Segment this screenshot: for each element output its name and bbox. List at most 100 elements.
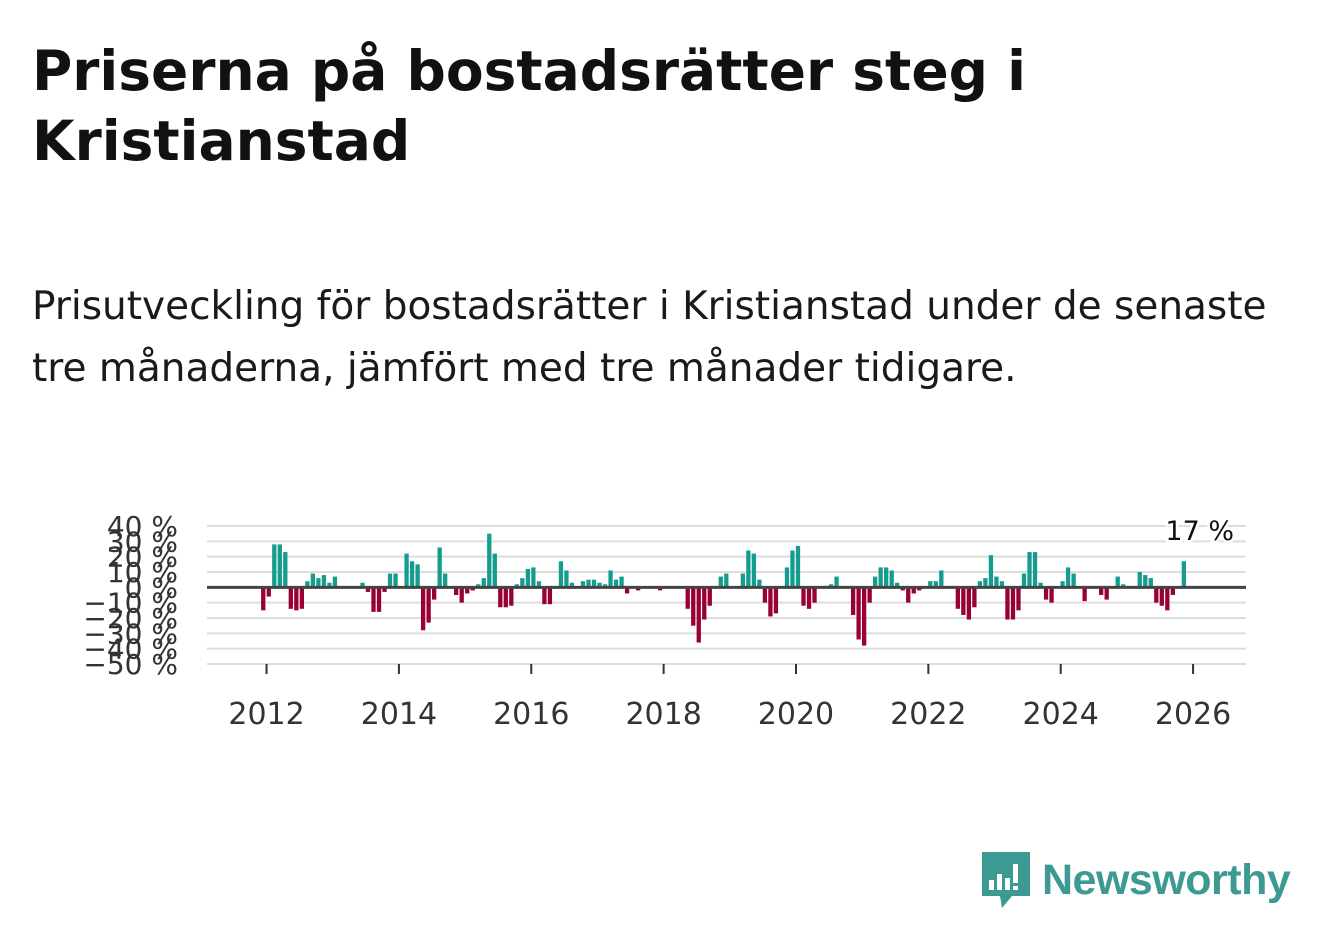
bar [867, 587, 872, 603]
bar [277, 544, 282, 588]
bar [988, 555, 994, 588]
y-tick-label: 20 % [107, 541, 178, 574]
bar [569, 582, 575, 588]
bar [536, 581, 542, 588]
bar [1071, 573, 1076, 588]
bar [784, 567, 790, 588]
bar [476, 584, 481, 588]
bar [1049, 587, 1054, 603]
bar [624, 587, 630, 594]
bar [1148, 578, 1153, 588]
bar [1170, 587, 1175, 595]
bar [332, 576, 338, 588]
y-tick-label: 10 % [107, 556, 178, 589]
bar [1115, 576, 1120, 588]
bar [1099, 587, 1104, 595]
bar [762, 587, 768, 603]
bar [520, 578, 525, 588]
bar [454, 587, 459, 595]
bar [514, 584, 519, 588]
bar [371, 587, 376, 612]
bar [1143, 575, 1148, 588]
bar [906, 587, 911, 603]
x-tick-label: 2022 [890, 697, 966, 732]
bar [1104, 587, 1109, 600]
bar [828, 584, 834, 588]
bar [790, 550, 795, 588]
bar [404, 553, 409, 588]
bar [431, 587, 437, 600]
bar [873, 576, 878, 588]
bar [685, 587, 690, 609]
bar [751, 553, 757, 588]
bar [591, 579, 597, 588]
bar [994, 576, 999, 588]
bar [465, 587, 470, 594]
bar [1165, 587, 1170, 611]
bar [1137, 572, 1142, 588]
bar [917, 587, 922, 591]
bar [360, 582, 365, 588]
bar [1121, 584, 1126, 588]
bar [619, 576, 624, 588]
bar [928, 581, 933, 588]
price-change-chart: 40 %30 %20 %10 %0 %−10 %−20 %−30 %−40 %−… [83, 510, 1246, 732]
bar [977, 581, 983, 588]
bar [542, 587, 547, 605]
bar [1005, 587, 1010, 620]
bar [850, 587, 856, 615]
bar [1038, 582, 1043, 588]
bar [768, 587, 773, 617]
bar [525, 568, 531, 588]
bar [415, 564, 420, 588]
bar [321, 575, 327, 588]
page-subtitle: Prisutveckling för bostadsrätter i Krist… [32, 284, 1267, 391]
bar [580, 581, 586, 588]
bar [558, 561, 564, 588]
bar [707, 587, 712, 606]
bar [702, 587, 707, 620]
bar [1060, 581, 1065, 588]
bar [878, 567, 883, 588]
bar [305, 581, 310, 588]
bar [983, 578, 988, 588]
y-axis-labels: 40 %30 %20 %10 %0 %−10 %−20 %−30 %−40 %−… [83, 510, 178, 681]
y-tick-label: 40 % [107, 510, 178, 543]
bar [288, 587, 293, 609]
y-tick-label: −30 % [83, 617, 178, 650]
bar [487, 533, 492, 588]
bar [1065, 567, 1071, 588]
bar [564, 570, 569, 588]
bar [310, 573, 316, 588]
bar [283, 552, 288, 588]
x-tick-label: 2018 [625, 697, 701, 732]
bar [658, 587, 663, 591]
bar [856, 587, 861, 640]
bar [801, 587, 806, 606]
bar [602, 584, 608, 588]
bar [443, 573, 448, 588]
bar [613, 579, 619, 588]
bar [1082, 587, 1087, 602]
y-tick-label: −10 % [83, 587, 178, 620]
bar [1016, 587, 1021, 611]
bar [266, 587, 271, 597]
bar [409, 561, 415, 588]
bar [696, 587, 701, 643]
bar [420, 587, 426, 631]
bar [972, 587, 977, 608]
bar [795, 545, 801, 588]
x-tick-label: 2020 [758, 697, 834, 732]
bar [939, 570, 944, 588]
bar [365, 587, 371, 592]
bar [900, 587, 905, 591]
bar [608, 570, 613, 588]
latest-value-label: 17 % [1165, 516, 1234, 547]
bar [966, 587, 972, 620]
page-title: Priserna på bostadsrätter steg i Kristia… [32, 39, 1027, 173]
bar [509, 587, 514, 606]
x-tick-label: 2024 [1023, 697, 1099, 732]
bar [387, 573, 393, 588]
bar [812, 587, 817, 603]
bar [597, 582, 602, 588]
